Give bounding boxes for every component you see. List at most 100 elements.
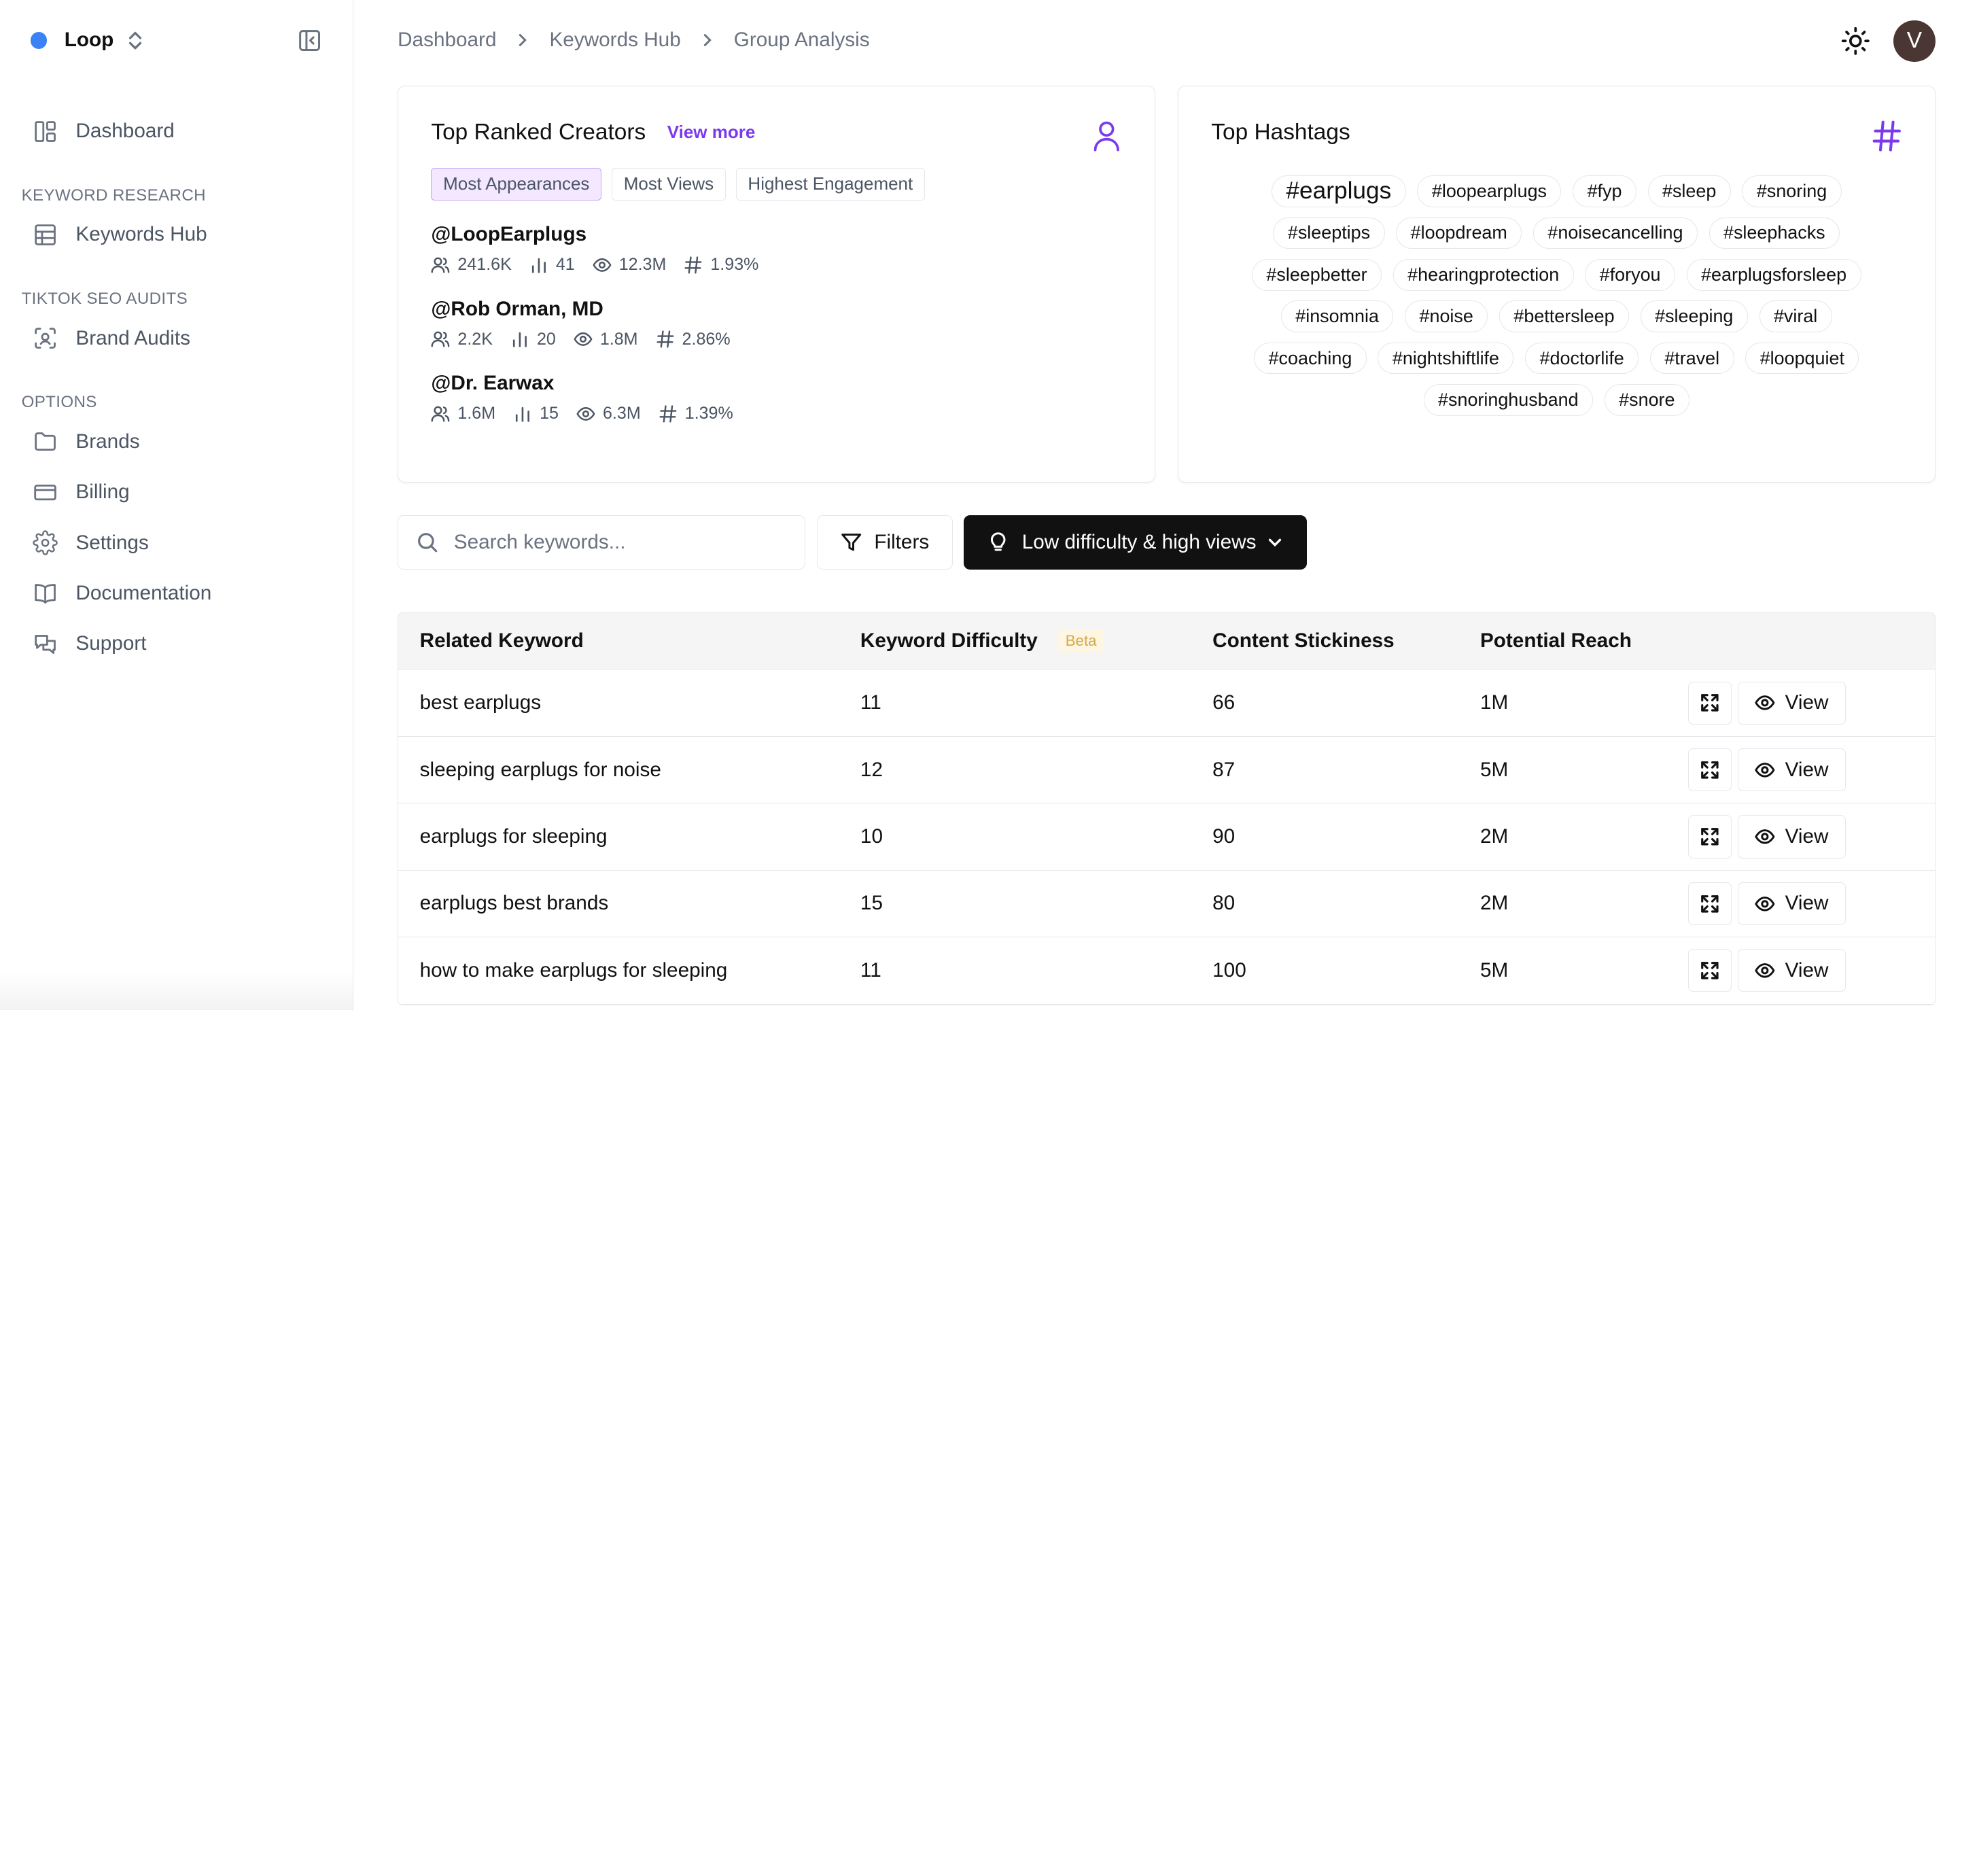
table-row[interactable]: earplugs best brands 15 80 2M View (398, 870, 1935, 938)
sidebar-item-keywords-hub[interactable]: Keywords Hub (0, 209, 353, 260)
sidebar-item-label: Billing (75, 481, 130, 504)
breadcrumb-item-keywords-hub[interactable]: Keywords Hub (549, 29, 681, 52)
hash-icon (684, 256, 703, 275)
filters-button[interactable]: Filters (816, 515, 953, 570)
followers-value: 2.2K (457, 329, 493, 349)
cell-reach: 5M (1479, 758, 1509, 781)
cell-reach: 2M (1479, 825, 1509, 848)
search-icon (416, 531, 438, 553)
hashtag-chip[interactable]: #doctorlife (1525, 342, 1639, 375)
sidebar-item-documentation[interactable]: Documentation (0, 568, 353, 619)
hashtag-chip[interactable]: #noisecancelling (1533, 217, 1698, 249)
credit-card-icon (33, 480, 58, 505)
table-row[interactable]: sleeping earplugs for noise 12 87 5M Vie… (398, 736, 1935, 804)
cell-difficulty: 11 (860, 691, 881, 714)
sidebar-item-brand-audits[interactable]: Brand Audits (0, 313, 353, 364)
creator-item[interactable]: @LoopEarplugs 241.6K 41 12.3M 1.93% (431, 223, 1121, 275)
hashtag-chip[interactable]: #sleephacks (1709, 217, 1840, 249)
hashtag-chip[interactable]: #travel (1649, 342, 1734, 375)
app: Loop Dashboard KEYWORD RESEARCH Keywords (0, 0, 1979, 1010)
hashtag-chip[interactable]: #loopearplugs (1417, 175, 1562, 207)
preset-dropdown[interactable]: Low difficulty & high views (964, 515, 1307, 570)
view-label: View (1785, 958, 1829, 982)
hashtag-chip[interactable]: #snoring (1742, 175, 1842, 207)
hashtag-chip[interactable]: #sleeptips (1273, 217, 1385, 249)
hashtag-chip[interactable]: #viral (1759, 300, 1832, 332)
hashtag-chip[interactable]: #fyp (1573, 175, 1636, 207)
breadcrumb-item-dashboard[interactable]: Dashboard (398, 29, 497, 52)
hashtag-chip[interactable]: #loopdream (1396, 217, 1522, 249)
header-label: Keyword Difficulty (860, 629, 1038, 653)
expand-button[interactable] (1688, 681, 1732, 725)
hashtag-chip[interactable]: #sleepbetter (1252, 259, 1382, 291)
table-row[interactable]: earplugs for sleeping 10 90 2M View (398, 803, 1935, 871)
hashtag-chip[interactable]: #bettersleep (1499, 300, 1629, 332)
hashtag-chip[interactable]: #hearingprotection (1393, 259, 1574, 291)
brand-name: Loop (64, 29, 114, 52)
expand-button[interactable] (1688, 882, 1732, 925)
hashtag-chip[interactable]: #earplugs (1271, 175, 1406, 207)
sidebar-item-settings[interactable]: Settings (0, 517, 353, 568)
chevron-right-icon (514, 31, 531, 49)
brand-dot (30, 32, 47, 49)
sidebar-item-dashboard[interactable]: Dashboard (0, 106, 353, 156)
header-content-stickiness[interactable]: Content Stickiness (1212, 629, 1395, 653)
sidebar-fade (0, 972, 354, 1010)
eye-icon (576, 404, 595, 423)
sidebar-collapse-icon[interactable] (297, 28, 322, 53)
hashtag-chip[interactable]: #snore (1604, 384, 1689, 416)
header-potential-reach[interactable]: Potential Reach (1479, 629, 1632, 653)
expand-button[interactable] (1688, 748, 1732, 792)
hashtag-chip[interactable]: #sleeping (1640, 300, 1748, 332)
sidebar-item-support[interactable]: Support (0, 619, 353, 669)
search-input[interactable] (453, 530, 782, 554)
table-row[interactable]: how to make earplugs for sleeping 11 100… (398, 937, 1935, 1005)
expand-button[interactable] (1688, 815, 1732, 858)
section-keyword-research: KEYWORD RESEARCH (21, 186, 206, 205)
expand-button[interactable] (1688, 949, 1732, 992)
header-related-keyword[interactable]: Related Keyword (419, 629, 584, 653)
tab-most-views[interactable]: Most Views (612, 168, 726, 201)
hashtag-chip[interactable]: #coaching (1254, 342, 1367, 375)
followers-value: 1.6M (457, 404, 496, 423)
sidebar-item-label: Documentation (75, 581, 212, 604)
header-keyword-difficulty[interactable]: Keyword Difficulty Beta (839, 629, 1191, 653)
cell-actions: View (1686, 882, 1935, 925)
avatar[interactable]: V (1893, 20, 1936, 63)
hashtag-chip[interactable]: #sleep (1647, 175, 1731, 207)
creator-item[interactable]: @Rob Orman, MD 2.2K 20 1.8M 2.86% (431, 298, 1121, 349)
summary-cards: Top Ranked Creators View more Most Appea… (398, 86, 1936, 483)
hashtag-chip[interactable]: #snoringhusband (1423, 384, 1594, 416)
hashtag-chip[interactable]: #foryou (1585, 259, 1675, 291)
eye-icon (574, 330, 593, 349)
view-button[interactable]: View (1737, 949, 1846, 992)
creators-list: @LoopEarplugs 241.6K 41 12.3M 1.93% @Rob… (431, 223, 1121, 423)
tab-highest-engagement[interactable]: Highest Engagement (735, 168, 925, 201)
main-content: Dashboard Keywords Hub Group Analysis V … (353, 0, 1979, 1010)
sun-icon[interactable] (1840, 26, 1871, 56)
tab-most-appearances[interactable]: Most Appearances (431, 168, 602, 201)
creator-handle[interactable]: @LoopEarplugs (431, 223, 587, 246)
hashtag-chip[interactable]: #loopquiet (1745, 342, 1859, 375)
view-button[interactable]: View (1737, 882, 1846, 925)
hashtag-chip[interactable]: #insomnia (1280, 300, 1394, 332)
table-row[interactable]: best earplugs 11 66 1M View (398, 670, 1935, 737)
breadcrumb: Dashboard Keywords Hub Group Analysis (398, 29, 870, 52)
sidebar-item-billing[interactable]: Billing (0, 467, 353, 517)
creator-handle[interactable]: @Dr. Earwax (431, 372, 555, 395)
view-button[interactable]: View (1737, 815, 1846, 858)
sidebar-item-brands[interactable]: Brands (0, 417, 353, 467)
card-title: Top Hashtags (1211, 119, 1350, 145)
followers-stat: 241.6K (431, 255, 512, 275)
hashtag-chip[interactable]: #earplugsforsleep (1686, 259, 1861, 291)
creator-item[interactable]: @Dr. Earwax 1.6M 15 6.3M 1.39% (431, 372, 1121, 423)
creator-handle[interactable]: @Rob Orman, MD (431, 297, 603, 320)
view-more-link[interactable]: View more (667, 122, 756, 143)
hashtag-chip[interactable]: #nightshiftlife (1378, 342, 1514, 375)
sidebar-item-label: Support (75, 632, 147, 655)
cell-stickiness: 66 (1212, 691, 1236, 714)
view-button[interactable]: View (1737, 748, 1846, 792)
hashtag-chip[interactable]: #noise (1405, 300, 1488, 332)
brand-switcher[interactable]: Loop (0, 0, 353, 81)
view-button[interactable]: View (1737, 681, 1846, 725)
